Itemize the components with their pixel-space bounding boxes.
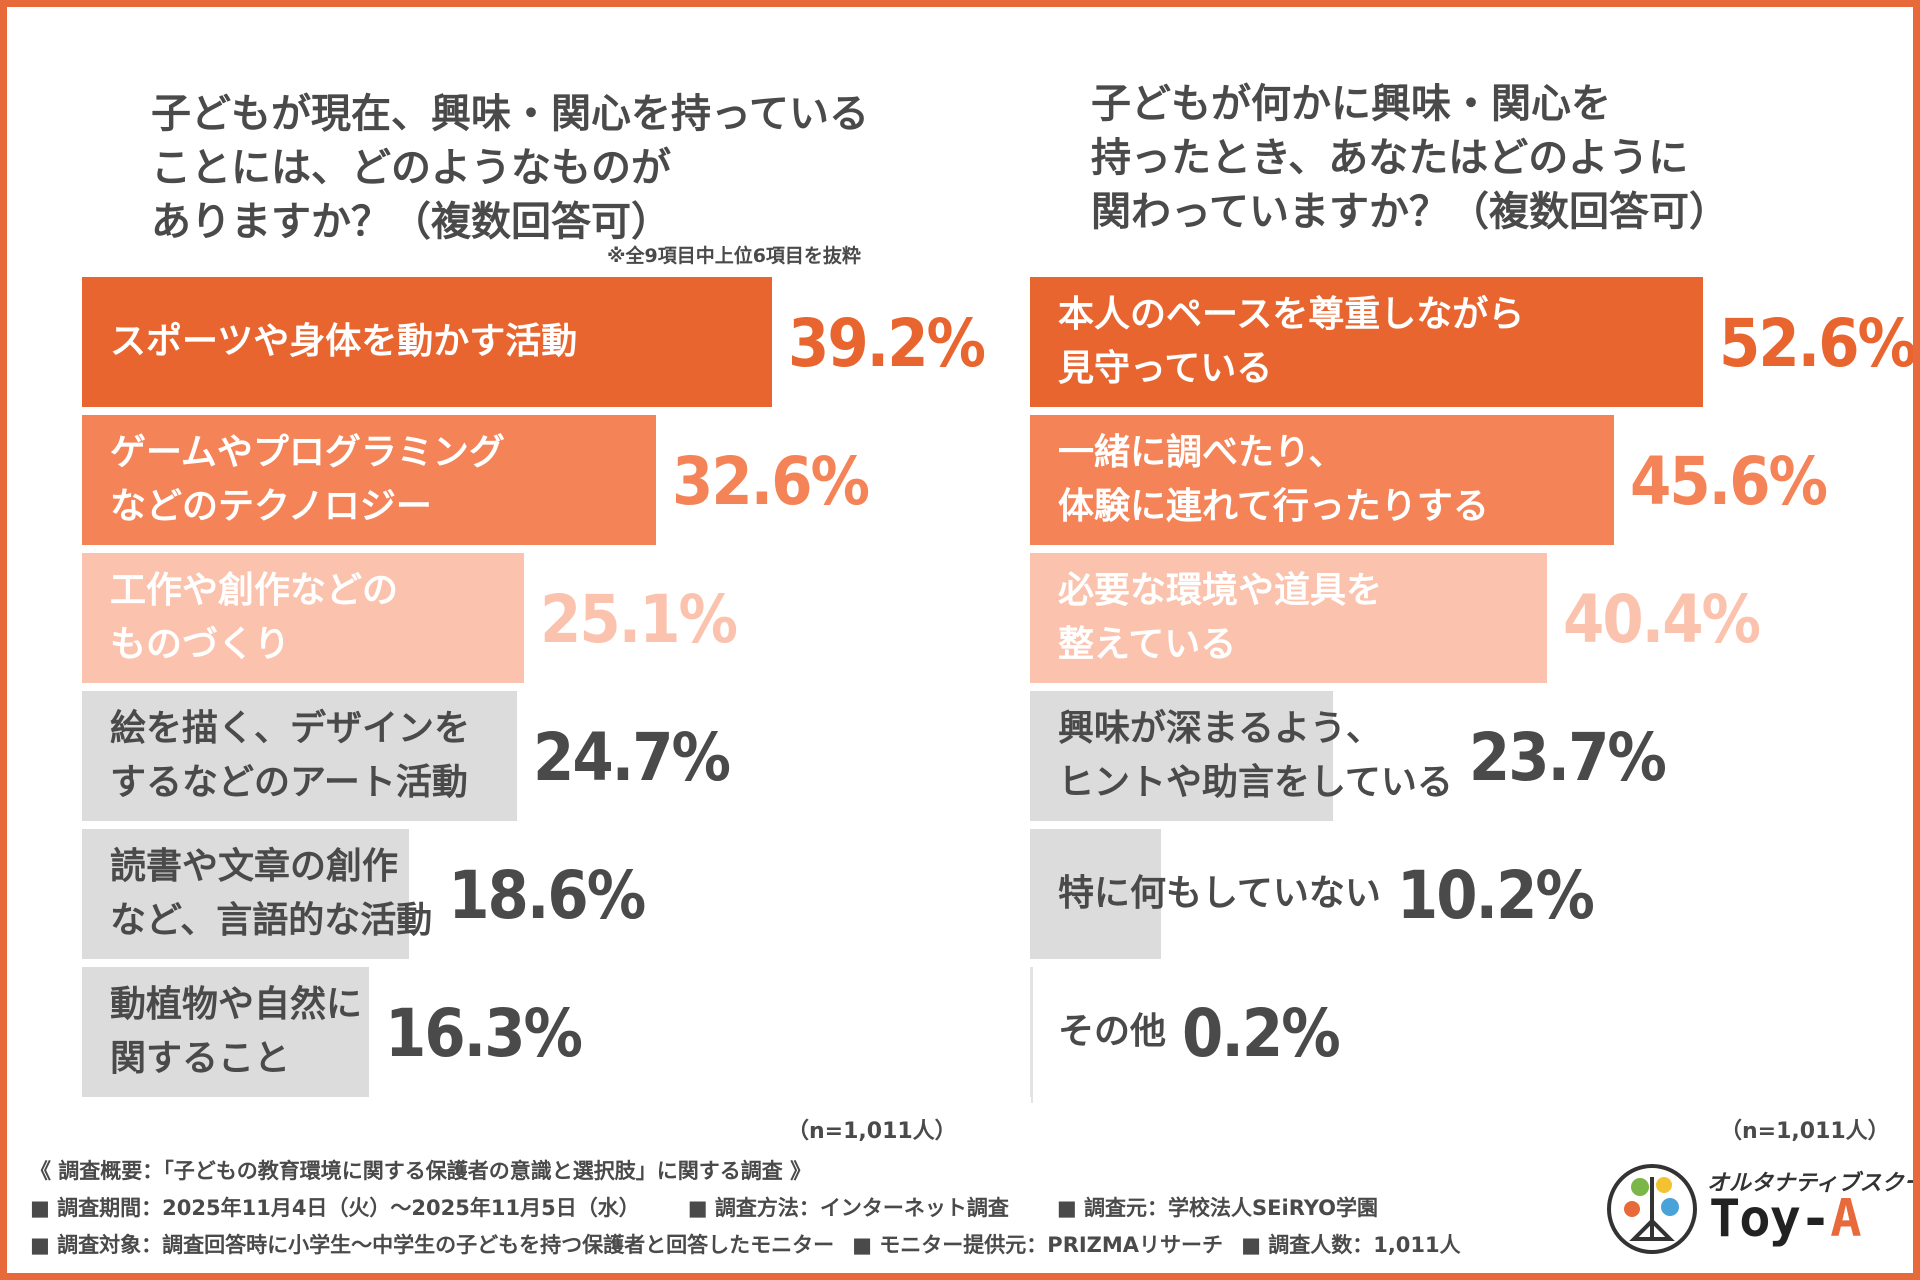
right-bar-1 [1030, 277, 1703, 407]
left-bar-label-6: 動植物や自然に 関すること [110, 978, 362, 1086]
left-bar-label-2: ゲームやプログラミング などのテクノロジー [110, 426, 505, 534]
right-bar-label-5: 特に何もしていない [1058, 867, 1381, 921]
right-bar-3 [1030, 553, 1547, 683]
left-bar-label-6-line-2: 関すること [110, 1038, 291, 1079]
left-bar-label-6-line-1: 動植物や自然に [110, 984, 363, 1025]
survey-period: ■ 調査期間：2025年11月4日（火）～2025年11月5日（水） [30, 1196, 640, 1220]
left-title-line-1: 子どもが現在、興味・関心を持っている [151, 91, 869, 137]
left-sample-size: （n=1,011人） [787, 1119, 957, 1144]
logo-name-accent: A [1830, 1189, 1861, 1249]
left-bar-value-3: 25.1% [540, 581, 738, 658]
survey-size: ■ 調査人数：1,011人 [1241, 1233, 1461, 1257]
right-bar-label-3: 必要な環境や道具を 整えている [1058, 564, 1382, 672]
survey-details-row-2: ■ 調査対象：調査回答時に小学生～中学生の子どもを持つ保護者と回答したモニター ■… [30, 1229, 1509, 1259]
right-bar-label-1: 本人のペースを尊重しながら 見守っている [1058, 288, 1524, 396]
right-title-line-2: 持ったとき、あなたはどのように [1091, 135, 1689, 181]
right-bar-label-3-line-1: 必要な環境や道具を [1058, 570, 1383, 611]
right-bar-5 [1030, 829, 1161, 959]
left-bar-6 [82, 967, 369, 1097]
left-bar-3 [82, 553, 524, 683]
logo-name: Toy-A [1709, 1189, 1862, 1249]
school-logo-icon [1607, 1164, 1697, 1254]
left-chart-title: 子どもが現在、興味・関心を持っている ことには、どのようなものが ありますか？（… [151, 87, 869, 249]
survey-details-row-1: ■ 調査期間：2025年11月4日（火）～2025年11月5日（水） ■ 調査方法… [30, 1192, 1426, 1222]
left-bar-label-3-line-1: 工作や創作などの [110, 570, 399, 611]
left-bar-value-4: 24.7% [533, 719, 731, 796]
right-bar-label-3-line-2: 整えている [1058, 624, 1237, 665]
right-bar-label-5-line-1: 特に何もしていない [1058, 873, 1381, 914]
left-bar-label-1-line-1: スポーツや身体を動かす活動 [110, 321, 578, 362]
right-chart-title: 子どもが何かに興味・関心を 持ったとき、あなたはどのように 関わっていますか？（… [1091, 77, 1729, 239]
left-title-line-3: ありますか？（複数回答可） [151, 199, 671, 245]
left-bar-value-6: 16.3% [385, 995, 583, 1072]
survey-method: ■ 調査方法：インターネット調査 [687, 1196, 1009, 1220]
survey-target: ■ 調査対象：調査回答時に小学生～中学生の子どもを持つ保護者と回答したモニター [30, 1233, 835, 1257]
left-bar-label-5: 読書や文章の創作 など、言語的な活動 [110, 840, 432, 948]
left-bar-2 [82, 415, 656, 545]
right-bar-value-5: 10.2% [1396, 857, 1595, 934]
left-bar-label-3-line-2: ものづくり [110, 624, 291, 665]
right-bar-2 [1030, 415, 1614, 545]
right-bar-value-2: 45.6% [1630, 443, 1828, 520]
left-bar-5 [82, 829, 409, 959]
left-bar-label-4-line-1: 絵を描く、デザインを [110, 708, 471, 749]
right-sample-size: （n=1,011人） [1720, 1119, 1890, 1144]
right-bar-label-1-line-2: 見守っている [1058, 348, 1273, 389]
logo-name-main: Toy- [1709, 1189, 1831, 1249]
right-bar-label-2-line-2: 体験に連れて行ったりする [1058, 486, 1489, 527]
left-bar-value-2: 32.6% [672, 443, 870, 520]
left-bar-label-4: 絵を描く、デザインを するなどのアート活動 [110, 702, 470, 810]
left-bar-label-2-line-1: ゲームやプログラミング [110, 432, 505, 473]
left-bar-label-2-line-2: などのテクノロジー [110, 486, 432, 527]
right-bar-value-1: 52.6% [1719, 305, 1913, 382]
survey-source: ■ 調査元：学校法人SEiRYO学園 [1056, 1196, 1379, 1220]
left-bar-label-3: 工作や創作などの ものづくり [110, 564, 398, 672]
infographic-canvas: 子どもが現在、興味・関心を持っている ことには、どのようなものが ありますか？（… [7, 7, 1913, 1273]
right-bar-label-4: 興味が深まるよう、ヒントや助言をしている [1058, 702, 1453, 810]
right-title-line-3: 関わっていますか？（複数回答可） [1091, 189, 1729, 235]
right-bar-label-4-line-1: 興味が深まるよう、 [1058, 708, 1383, 749]
left-bar-value-1: 39.2% [788, 305, 986, 382]
right-bar-label-6: その他 [1058, 1005, 1166, 1059]
right-bar-4 [1030, 691, 1333, 821]
right-bar-label-2: 一緒に調べたり、体験に連れて行ったりする [1058, 426, 1489, 534]
right-bar-label-1-line-1: 本人のペースを尊重しながら [1058, 294, 1525, 335]
left-bar-label-5-line-1: 読書や文章の創作 [110, 846, 399, 887]
right-bar-label-6-line-1: その他 [1058, 1011, 1167, 1052]
right-bar-value-3: 40.4% [1563, 581, 1761, 658]
left-bar-label-5-line-2: など、言語的な活動 [110, 900, 433, 941]
left-chart-note: ※全9項目中上位6項目を抜粋 [607, 245, 861, 267]
left-bar-label-4-line-2: するなどのアート活動 [110, 762, 468, 803]
logo-tagline: オルタナティブスクール [1707, 1171, 1913, 1196]
left-title-line-2: ことには、どのようなものが [151, 145, 671, 191]
right-bar-value-6: 0.2% [1182, 995, 1341, 1072]
left-bar-value-5: 18.6% [448, 857, 646, 934]
right-bar-label-4-line-2: ヒントや助言をしている [1058, 762, 1453, 803]
right-title-line-1: 子どもが何かに興味・関心を [1091, 81, 1611, 127]
survey-heading: 《 調査概要：「子どもの教育環境に関する保護者の意識と選択肢」に関する調査 》 [30, 1159, 812, 1183]
left-bar-label-1: スポーツや身体を動かす活動 [110, 315, 577, 369]
right-bar-label-2-line-1: 一緒に調べたり、 [1058, 432, 1345, 473]
left-bar-1 [82, 277, 772, 407]
left-bar-4 [82, 691, 517, 821]
survey-panel: ■ モニター提供元：PRIZMAリサーチ [852, 1233, 1224, 1257]
right-bar-value-4: 23.7% [1468, 719, 1667, 796]
chart-divider [1031, 967, 1033, 1103]
